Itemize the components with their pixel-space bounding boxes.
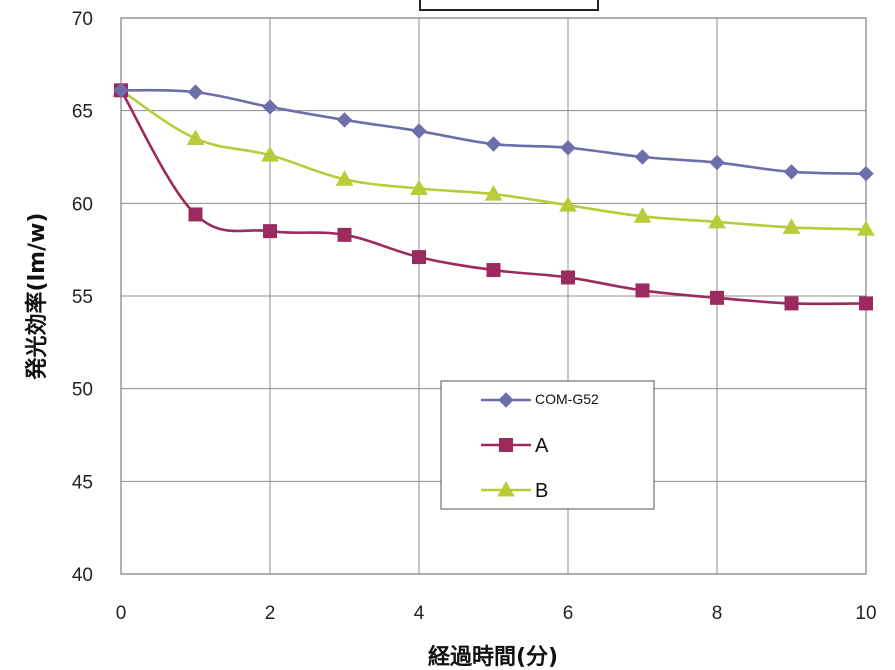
series-line: [119, 89, 867, 306]
data-point: [410, 179, 428, 196]
series-a: [114, 83, 873, 311]
legend-label: B: [535, 480, 548, 502]
data-point: [784, 296, 799, 311]
series-com-g52: [113, 82, 874, 182]
y-tick-label: 65: [72, 102, 93, 123]
data-point: [561, 270, 575, 285]
data-point: [560, 140, 576, 156]
legend-marker: [499, 438, 513, 452]
data-point: [486, 263, 501, 278]
data-point: [188, 207, 203, 222]
data-point: [710, 290, 724, 305]
legend-box: [440, 380, 655, 510]
data-point: [708, 212, 726, 229]
data-point: [634, 149, 651, 165]
x-axis-ticks: 0 2 4 6 8 10: [116, 603, 877, 624]
data-point: [261, 146, 279, 162]
x-tick-label: 2: [265, 603, 276, 624]
data-point: [633, 207, 652, 223]
legend-marker: [497, 480, 515, 497]
plot-area-border: [120, 17, 867, 575]
y-axis-ticks: 40 45 50 55 60 65 70: [72, 9, 93, 586]
x-tick-label: 8: [712, 603, 723, 624]
data-point: [412, 250, 426, 265]
legend-item-com-g52: COM-G52: [481, 391, 599, 408]
data-point: [186, 129, 205, 145]
y-axis-title: 発光効率(lm/w): [24, 213, 50, 381]
data-point: [635, 283, 650, 298]
y-tick-label: 55: [72, 287, 93, 308]
legend-item-b: B: [481, 480, 548, 502]
title-box: [419, 0, 599, 11]
y-tick-label: 45: [72, 472, 93, 493]
y-tick-label: 50: [72, 380, 93, 401]
x-axis-title: 経過時間(分): [428, 644, 558, 670]
data-point: [411, 123, 427, 139]
legend-item-a: A: [481, 435, 549, 457]
data-point: [335, 170, 354, 186]
data-point: [782, 218, 801, 234]
data-point: [857, 220, 875, 236]
data-point: [485, 136, 502, 152]
legend-label: COM-G52: [535, 391, 599, 407]
y-tick-label: 60: [72, 194, 93, 215]
data-point: [858, 165, 874, 182]
legend-label: A: [535, 435, 549, 457]
data-point: [484, 185, 503, 201]
data-point: [337, 227, 352, 242]
y-tick-label: 70: [72, 9, 93, 30]
data-point: [336, 112, 353, 128]
data-point: [559, 196, 577, 212]
series-layer: [112, 81, 875, 311]
data-point: [783, 164, 800, 180]
x-tick-label: 0: [116, 603, 127, 624]
data-point: [859, 296, 873, 311]
legend: COM-G52 A B: [440, 380, 655, 510]
data-point: [113, 82, 129, 98]
data-point: [263, 224, 277, 239]
legend-marker: [498, 392, 514, 408]
data-point: [709, 154, 725, 171]
data-point: [262, 99, 278, 115]
y-tick-label: 40: [72, 565, 93, 586]
data-point: [187, 84, 204, 100]
x-tick-label: 6: [563, 603, 574, 624]
x-tick-label: 10: [855, 603, 876, 624]
x-tick-label: 4: [414, 603, 425, 624]
